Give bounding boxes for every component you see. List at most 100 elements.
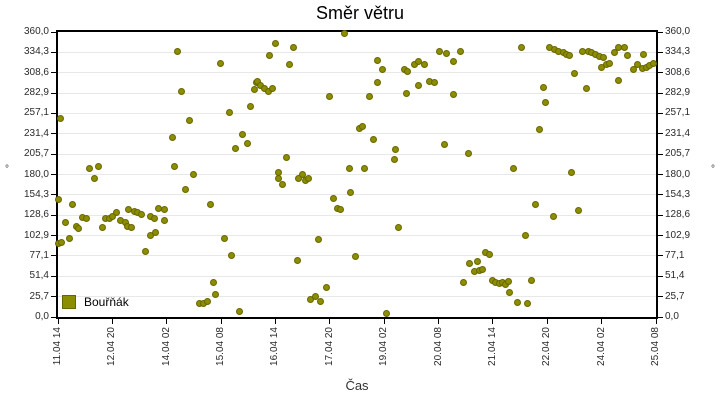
y-tick-label-left: 308,6 xyxy=(23,66,49,78)
grid-line xyxy=(58,174,656,175)
y-tick-left xyxy=(51,51,56,53)
data-point xyxy=(160,206,168,214)
y-tick-label-left: 180,0 xyxy=(23,168,49,180)
data-point xyxy=(311,293,319,301)
data-point xyxy=(95,163,103,171)
data-point xyxy=(216,60,224,68)
y-tick-right xyxy=(658,296,663,298)
x-tick-label: 12.04 20 xyxy=(106,327,118,366)
data-point xyxy=(189,170,197,178)
y-tick-right xyxy=(658,194,663,196)
y-tick-label-right: 25,7 xyxy=(665,290,685,302)
y-tick-label-right: 231,4 xyxy=(665,127,691,139)
data-point xyxy=(152,229,160,237)
data-point xyxy=(286,61,294,69)
y-tick-right xyxy=(658,316,663,318)
y-tick-label-left: 205,7 xyxy=(23,148,49,160)
data-point xyxy=(346,164,354,172)
x-tick-label: 14.04 02 xyxy=(160,327,172,366)
data-point xyxy=(204,298,211,306)
data-point xyxy=(246,102,254,110)
data-point xyxy=(235,308,243,316)
grid-line xyxy=(58,275,656,277)
y-tick-left xyxy=(51,31,56,33)
y-tick-label-right: 360,0 xyxy=(665,26,691,37)
y-tick-label-left: 282,9 xyxy=(23,87,49,99)
data-point xyxy=(568,169,576,177)
y-tick-left xyxy=(51,194,56,196)
y-tick-right xyxy=(658,51,663,53)
data-point xyxy=(474,258,481,266)
data-point xyxy=(464,149,472,157)
grid-line xyxy=(58,112,656,114)
data-point xyxy=(485,250,493,258)
data-point xyxy=(294,175,302,183)
data-point xyxy=(243,139,251,147)
data-point xyxy=(168,133,176,141)
data-point xyxy=(582,85,590,93)
data-point xyxy=(83,215,91,223)
data-point xyxy=(228,251,236,259)
data-point xyxy=(55,196,63,204)
grid-line xyxy=(58,153,656,155)
y-tick-left xyxy=(51,255,56,257)
data-point xyxy=(510,165,518,173)
grid-line xyxy=(58,51,656,53)
data-point xyxy=(523,300,531,308)
data-point xyxy=(629,66,637,74)
x-axis-title: Čas xyxy=(345,378,369,393)
legend-label: Bouřňák xyxy=(84,295,129,309)
data-point xyxy=(450,91,458,99)
y-tick-right xyxy=(658,153,663,155)
data-point xyxy=(366,93,374,101)
x-tick-label: 21.04 14 xyxy=(486,327,498,366)
y-axis-unit-right: ° xyxy=(711,164,715,175)
data-point xyxy=(282,153,290,161)
x-tick xyxy=(166,319,168,324)
y-tick-label-left: 257,1 xyxy=(23,107,49,119)
data-point xyxy=(137,211,145,219)
data-point xyxy=(351,252,359,260)
data-point xyxy=(239,130,247,138)
y-tick-right xyxy=(658,255,663,257)
data-point xyxy=(421,61,429,69)
data-point xyxy=(174,47,182,55)
data-point xyxy=(395,223,403,231)
grid-line xyxy=(58,72,656,74)
x-tick xyxy=(57,319,59,324)
legend: Bouřňák xyxy=(62,295,129,309)
y-tick-left xyxy=(51,153,56,155)
data-point xyxy=(435,48,443,56)
data-point xyxy=(212,290,220,298)
data-point xyxy=(151,215,159,223)
grid-line xyxy=(58,296,656,298)
y-axis-unit-left: ° xyxy=(5,164,9,175)
grid-line xyxy=(58,214,656,216)
data-point xyxy=(541,98,549,106)
data-point xyxy=(531,201,539,209)
data-point xyxy=(518,43,526,51)
data-point xyxy=(265,52,273,60)
data-point xyxy=(540,83,548,91)
data-point xyxy=(251,86,259,94)
x-tick xyxy=(383,319,385,324)
data-point xyxy=(358,122,366,130)
y-tick-right xyxy=(658,214,663,216)
data-point xyxy=(649,60,657,68)
x-tick xyxy=(546,319,548,324)
y-tick-label-left: 0,0 xyxy=(35,311,49,322)
x-tick xyxy=(329,319,331,324)
y-tick-left xyxy=(51,296,56,298)
y-tick-label-left: 334,3 xyxy=(23,46,49,58)
x-tick xyxy=(655,319,657,324)
data-point xyxy=(185,117,193,125)
y-tick-label-right: 180,0 xyxy=(665,168,691,180)
data-point xyxy=(522,231,530,239)
data-point xyxy=(374,57,382,65)
data-point xyxy=(86,164,94,172)
data-point xyxy=(337,206,345,214)
y-tick-label-left: 128,6 xyxy=(23,209,49,221)
data-point xyxy=(61,219,69,227)
x-tick-label: 19.04 02 xyxy=(378,327,390,366)
data-point xyxy=(374,79,382,87)
